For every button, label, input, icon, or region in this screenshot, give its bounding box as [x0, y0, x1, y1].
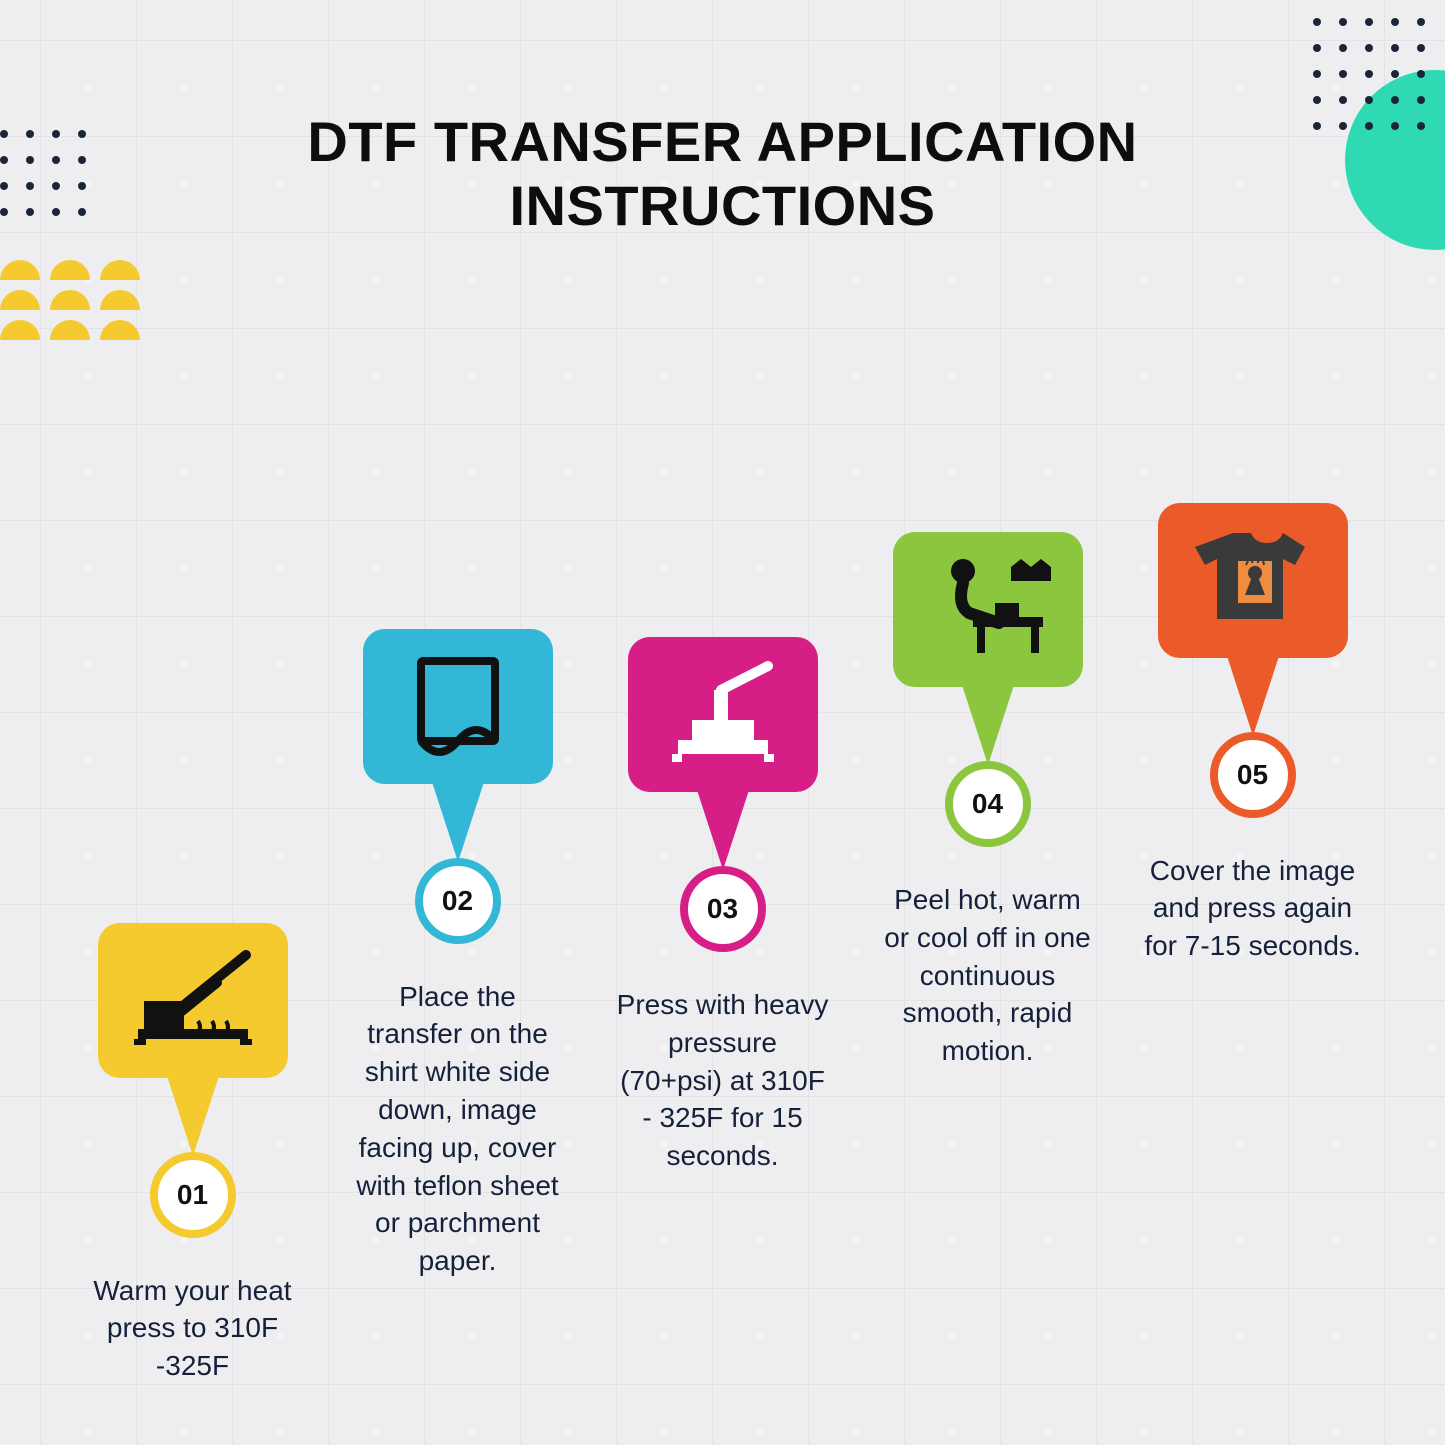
connector-drop: [161, 1076, 225, 1156]
connector-drop: [691, 790, 755, 870]
transfer-sheet-icon: [363, 629, 553, 784]
step-04: 04 Peel hot, warm or cool off in one cont…: [875, 532, 1100, 1070]
connector-drop: [956, 685, 1020, 765]
step-description: Cover the image and press again for 7-15…: [1140, 852, 1365, 965]
press-machine-icon: [628, 637, 818, 792]
heat-press-warm-icon: [98, 923, 288, 1078]
shirt-print-icon: [1158, 503, 1348, 658]
peel-person-icon: [893, 532, 1083, 687]
step-number: 03: [680, 866, 766, 952]
title-line-2: INSTRUCTIONS: [510, 174, 936, 237]
connector-drop: [1221, 656, 1285, 736]
step-03: 03 Press with heavy pressure (70+psi) at …: [610, 637, 835, 1175]
step-number: 01: [150, 1152, 236, 1238]
step-description: Warm your heat press to 310F -325F: [80, 1272, 305, 1385]
step-number: 02: [415, 858, 501, 944]
step-number: 04: [945, 761, 1031, 847]
step-01: 01 Warm your heat press to 310F -325F: [80, 923, 305, 1385]
step-description: Peel hot, warm or cool off in one contin…: [875, 881, 1100, 1070]
step-description: Press with heavy pressure (70+psi) at 31…: [610, 986, 835, 1175]
steps-row: 01 Warm your heat press to 310F -325F 02 Pl…: [80, 320, 1365, 1385]
step-02: 02 Place the transfer on the shirt white …: [345, 629, 570, 1280]
page-title: DTF TRANSFER APPLICATION INSTRUCTIONS: [0, 110, 1445, 239]
step-number: 05: [1210, 732, 1296, 818]
step-05: 05 Cover the image and press again for 7-…: [1140, 503, 1365, 965]
connector-drop: [426, 782, 490, 862]
title-line-1: DTF TRANSFER APPLICATION: [307, 110, 1137, 173]
step-description: Place the transfer on the shirt white si…: [345, 978, 570, 1280]
